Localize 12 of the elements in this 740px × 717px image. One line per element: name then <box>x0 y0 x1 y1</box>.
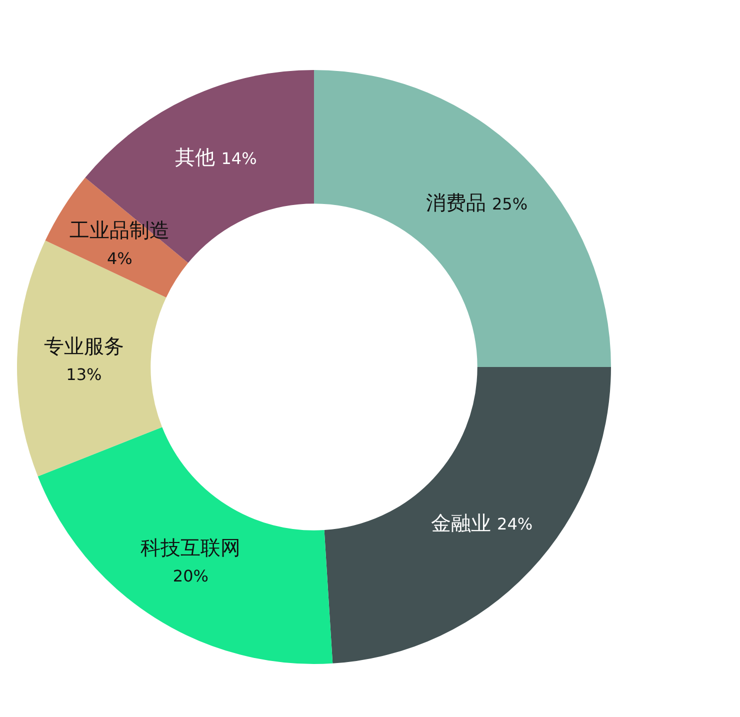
slice-label: 工业品制造 <box>70 218 170 242</box>
data-label: 24% <box>497 514 533 534</box>
data-label: 4% <box>106 248 132 268</box>
data-label: 25% <box>492 194 528 214</box>
slice-label: 消费品 <box>426 190 486 214</box>
data-label: 14% <box>221 148 257 168</box>
data-label: 13% <box>66 364 102 384</box>
slice-label: 科技互联网 <box>140 536 241 560</box>
slice-label: 专业服务 <box>44 334 124 358</box>
slice-label: 金融业 <box>431 510 492 535</box>
data-label: 20% <box>172 566 208 586</box>
slice-label: 其他 <box>175 144 216 169</box>
